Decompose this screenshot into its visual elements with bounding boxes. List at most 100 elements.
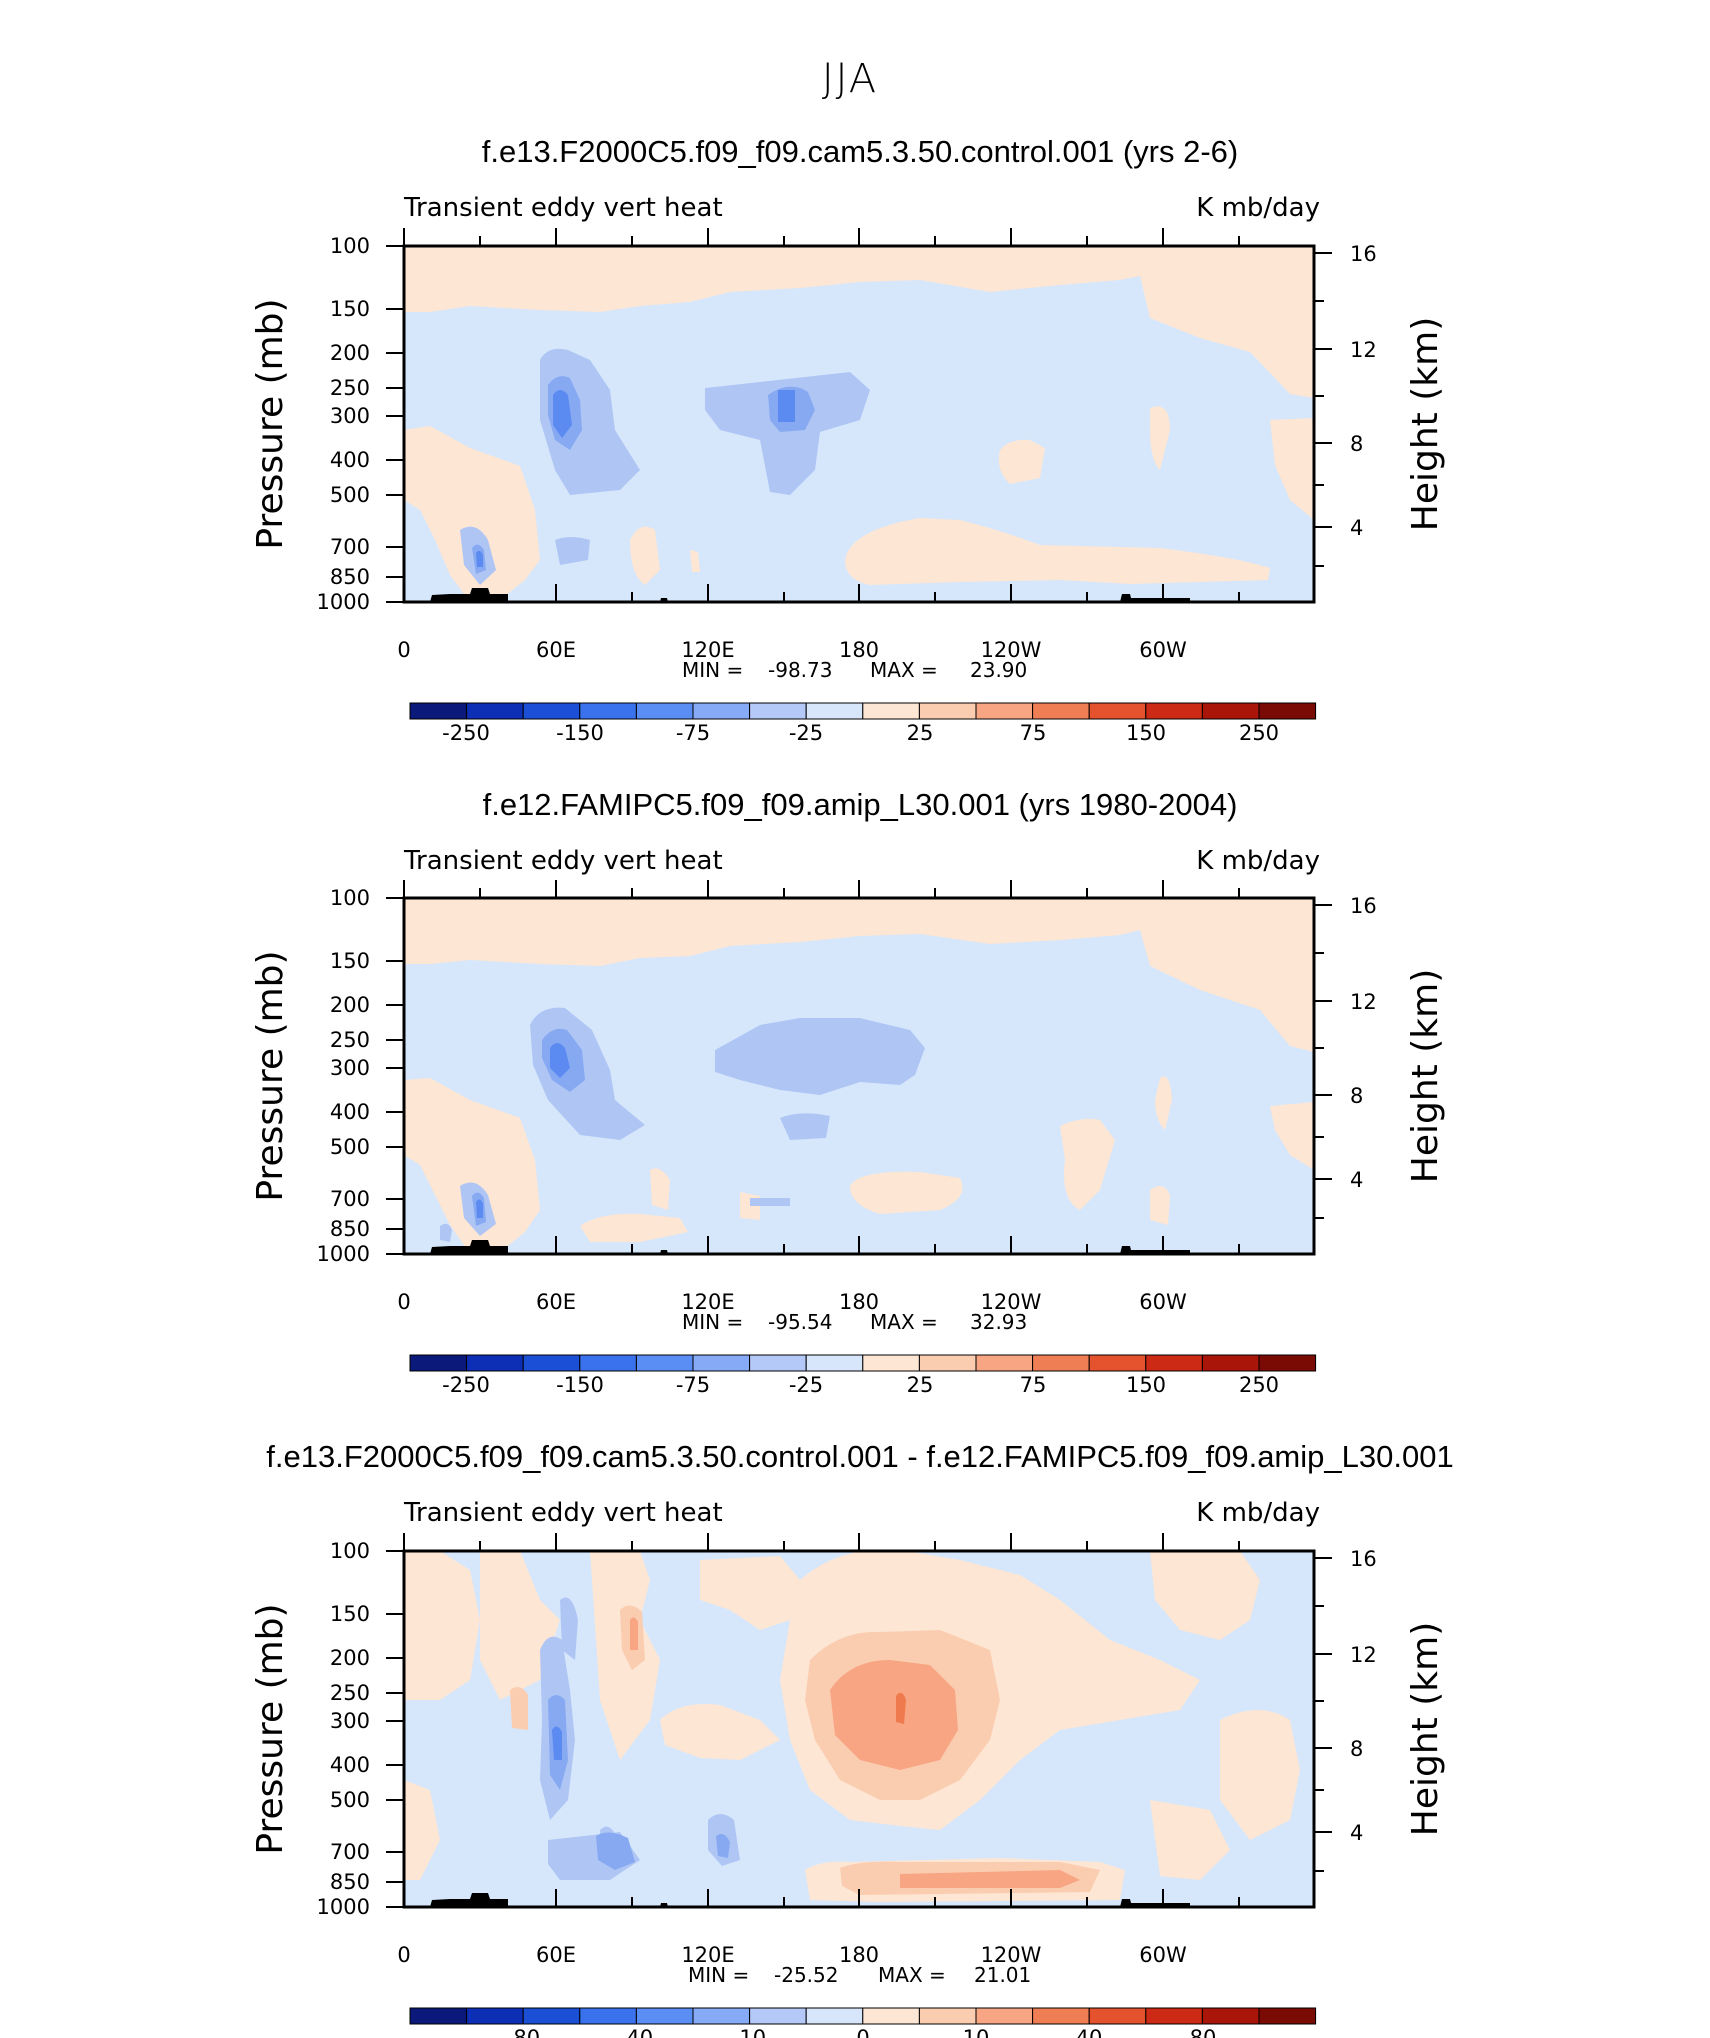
colorbar-label: 40 — [1076, 2026, 1103, 2038]
y-axis-right: 16 12 8 4 Height (km) — [1314, 1547, 1446, 1872]
x-tick-label: 180 — [839, 638, 879, 662]
height-tick-label: 4 — [1350, 1168, 1363, 1192]
y-tick-label: 100 — [330, 1539, 370, 1563]
y-tick-label: 500 — [330, 1788, 370, 1812]
colorbar-box — [692, 2007, 751, 2025]
colorbar-label: 75 — [1020, 1373, 1047, 1397]
colorbar-label: -10 — [732, 2026, 766, 2038]
x-tick-label: 180 — [839, 1943, 879, 1967]
y-tick-label: 700 — [330, 1187, 370, 1211]
x-axis: 0 60E 120E 180 120W 60W — [397, 228, 1240, 662]
colorbar-box — [466, 702, 524, 720]
x-tick-label: 60E — [536, 638, 576, 662]
colorbar-box — [1032, 2007, 1090, 2025]
panel-title: f.e12.FAMIPC5.f09_f09.amip_L30.001 (yrs … — [483, 787, 1238, 822]
colorbar-label: -250 — [442, 721, 490, 745]
colorbar-label: 80 — [1190, 2026, 1217, 2038]
min-label: MIN = — [682, 658, 743, 682]
colorbar-label: 150 — [1126, 1373, 1166, 1397]
colorbar-box — [635, 1354, 694, 1372]
y-tick-label: 100 — [330, 234, 370, 258]
max-value: 32.93 — [970, 1310, 1027, 1334]
field-name-label: Transient eddy vert heat — [403, 1498, 723, 1528]
units-label: K mb/day — [1196, 193, 1320, 223]
height-tick-label: 16 — [1350, 242, 1377, 266]
contour-field — [404, 246, 1314, 602]
y-axis-title: Pressure (mb) — [250, 950, 291, 1201]
height-tick-label: 12 — [1350, 1643, 1377, 1667]
colorbar: -250 -150 -75 -25 25 75 150 250 — [409, 702, 1317, 745]
colorbar-box — [1088, 702, 1147, 720]
x-tick-label: 120E — [681, 638, 734, 662]
y-tick-label: 300 — [330, 1709, 370, 1733]
x-axis: 0 60E 120E 180 120W 60W — [397, 1533, 1240, 1967]
max-label: MAX = — [870, 1310, 938, 1334]
colorbar-box — [409, 1354, 468, 1372]
x-tick-label: 0 — [397, 638, 410, 662]
plot-frame — [402, 244, 1316, 604]
colorbar-box — [1201, 2007, 1260, 2025]
y-tick-label: 250 — [330, 1681, 370, 1705]
colorbar-box — [749, 2007, 807, 2025]
height-tick-label: 4 — [1350, 516, 1363, 540]
colorbar-box — [975, 2007, 1034, 2025]
colorbar-box — [522, 702, 581, 720]
x-axis: 0 60E 120E 180 120W 60W — [397, 880, 1240, 1314]
y-tick-label: 700 — [330, 535, 370, 559]
plot-frame — [402, 1549, 1316, 1909]
contour-field — [404, 1551, 1314, 1907]
colorbar-box — [466, 1354, 524, 1372]
right-axis-title: Height (km) — [1405, 317, 1446, 531]
x-tick-label: 60E — [536, 1290, 576, 1314]
y-tick-label: 1000 — [317, 1895, 370, 1919]
x-tick-label: 0 — [397, 1290, 410, 1314]
colorbar-box — [1145, 2007, 1203, 2025]
y-tick-label: 250 — [330, 376, 370, 400]
units-label: K mb/day — [1196, 1498, 1320, 1528]
x-tick-label: 60W — [1139, 1943, 1187, 1967]
x-tick-marks — [403, 228, 1240, 602]
y-axis-left: 100 150 200 250 300 400 500 700 850 1000… — [250, 1539, 404, 1919]
y-tick-label: 500 — [330, 1135, 370, 1159]
colorbar-box — [1258, 702, 1317, 720]
x-tick-label: 120E — [681, 1290, 734, 1314]
y-tick-label: 200 — [330, 993, 370, 1017]
colorbar-box — [409, 702, 468, 720]
panel-control: f.e13.F2000C5.f09_f09.cam5.3.50.control.… — [250, 134, 1446, 745]
x-tick-label: 180 — [839, 1290, 879, 1314]
min-value: -95.54 — [768, 1310, 832, 1334]
y-axis-title: Pressure (mb) — [250, 298, 291, 549]
height-tick-label: 16 — [1350, 894, 1377, 918]
y-tick-label: 850 — [330, 1870, 370, 1894]
height-tick-label: 12 — [1350, 338, 1377, 362]
colorbar-box — [862, 702, 920, 720]
colorbar-box — [522, 2007, 581, 2025]
right-axis-title: Height (km) — [1405, 1622, 1446, 1836]
height-tick-label: 8 — [1350, 1084, 1363, 1108]
x-tick-label: 60W — [1139, 638, 1187, 662]
colorbar-label: -250 — [442, 1373, 490, 1397]
right-axis-title: Height (km) — [1405, 969, 1446, 1183]
y-axis-left: 100 150 200 250 300 400 500 700 850 1000… — [250, 234, 404, 614]
colorbar-box — [692, 702, 751, 720]
colorbar-box — [635, 2007, 694, 2025]
colorbar-box — [862, 2007, 920, 2025]
stats-line: MIN = -95.54 MAX = 32.93 — [682, 1310, 1027, 1334]
x-tick-label: 60W — [1139, 1290, 1187, 1314]
colorbar-box — [805, 2007, 864, 2025]
colorbar-label: -40 — [619, 2026, 653, 2038]
colorbar-label: 250 — [1239, 1373, 1279, 1397]
colorbar-box — [579, 2007, 637, 2025]
colorbar-box — [862, 1354, 920, 1372]
height-tick-label: 12 — [1350, 990, 1377, 1014]
colorbar-box — [975, 1354, 1034, 1372]
x-tick-label: 120W — [981, 638, 1042, 662]
height-tick-label: 8 — [1350, 1737, 1363, 1761]
colorbar-box — [918, 702, 977, 720]
height-tick-label: 8 — [1350, 432, 1363, 456]
colorbar-box — [692, 1354, 751, 1372]
field-name-label: Transient eddy vert heat — [403, 846, 723, 876]
colorbar-box — [1145, 702, 1203, 720]
colorbar-box — [918, 2007, 977, 2025]
colorbar-box — [579, 1354, 637, 1372]
